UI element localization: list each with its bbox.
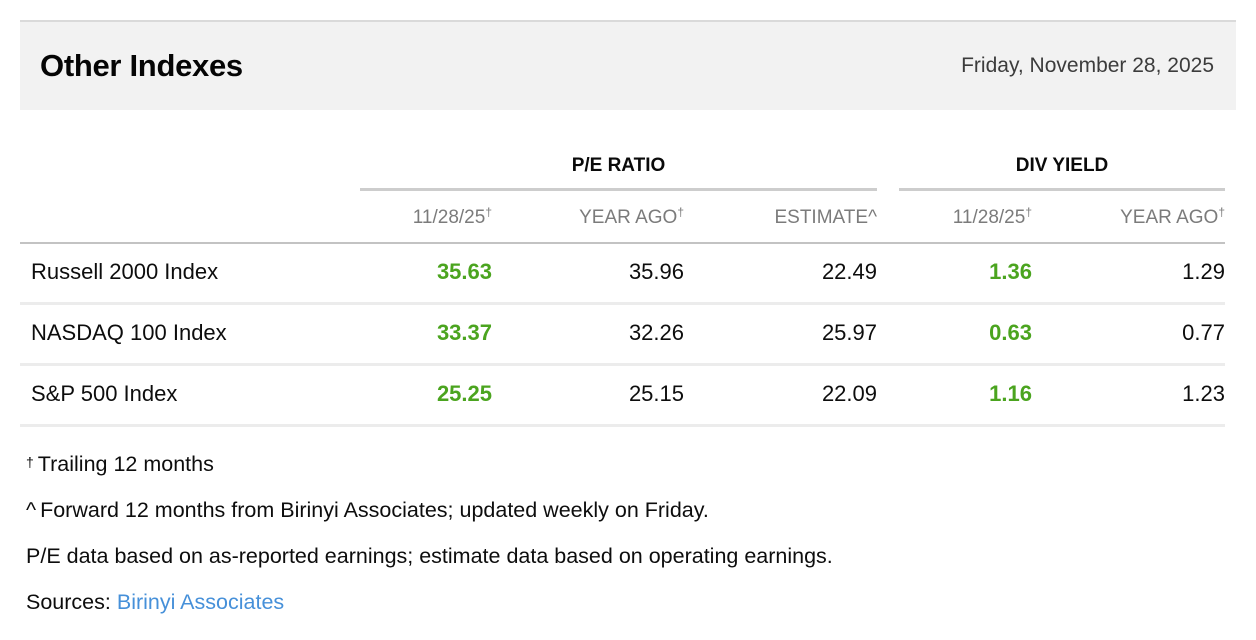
module-header: Other Indexes Friday, November 28, 2025	[20, 20, 1236, 110]
dagger-sup: †	[1025, 205, 1032, 219]
group-header-div-label: DIV YIELD	[1015, 155, 1109, 176]
sources-label: Sources:	[26, 590, 111, 614]
pe-year-ago-value: 32.26	[628, 320, 684, 345]
col-header-div-latest: 11/28/25†	[952, 205, 1032, 228]
pe-estimate-value: 25.97	[821, 320, 877, 345]
header-date: Friday, November 28, 2025	[961, 54, 1214, 77]
page-title: Other Indexes	[40, 48, 243, 83]
header-rule	[20, 242, 1225, 244]
pe-latest-value: 33.37	[436, 320, 492, 345]
pe-estimate-value: 22.49	[821, 259, 877, 284]
footnote-sources: Sources: Birinyi Associates	[26, 589, 1256, 615]
col-header-pe-year-ago: YEAR AGO†	[579, 205, 684, 228]
col-header-div-year-ago: YEAR AGO†	[1120, 205, 1225, 228]
dagger-sup: †	[677, 205, 684, 219]
indexes-table: P/E RATIO DIV YIELD 11/28/25† YEAR AGO† …	[20, 155, 1232, 427]
footnotes: † Trailing 12 months ^ Forward 12 months f…	[20, 451, 1256, 615]
pe-latest-value: 35.63	[436, 259, 492, 284]
col-header-spacer	[20, 194, 360, 223]
group-header-pe-label: P/E RATIO	[571, 155, 666, 176]
row-gap	[877, 247, 899, 279]
footnote-pe-basis: P/E data based on as-reported earnings; …	[26, 544, 833, 568]
pe-year-ago-value: 25.15	[628, 381, 684, 406]
index-name: Russell 2000 Index	[31, 259, 219, 284]
row-divider	[20, 363, 1225, 366]
div-latest-value: 0.63	[989, 320, 1032, 345]
index-name: NASDAQ 100 Index	[31, 320, 227, 345]
div-latest-value: 1.36	[989, 259, 1032, 284]
pe-latest-value: 25.25	[436, 381, 492, 406]
dagger-marker: †	[26, 454, 34, 470]
col-header-pe-estimate: ESTIMATE^	[774, 207, 877, 228]
group-header-div-yield: DIV YIELD	[899, 155, 1225, 191]
pe-year-ago-value: 35.96	[628, 259, 684, 284]
row-divider	[20, 302, 1225, 305]
col-header-pe-latest: 11/28/25†	[412, 205, 492, 228]
footnote-forward: ^ Forward 12 months from Birinyi Associat…	[26, 498, 709, 522]
group-header-pe-ratio: P/E RATIO	[360, 155, 877, 191]
index-name: S&P 500 Index	[31, 381, 178, 406]
row-gap	[877, 308, 899, 340]
dagger-sup: †	[485, 205, 492, 219]
div-latest-value: 1.16	[989, 381, 1032, 406]
footnote-trailing: † Trailing 12 months	[26, 452, 214, 476]
row-gap	[877, 369, 899, 401]
table-bottom-rule	[20, 424, 1225, 427]
dagger-sup: †	[1218, 205, 1225, 219]
pe-estimate-value: 22.09	[821, 381, 877, 406]
div-year-ago-value: 1.29	[1182, 259, 1225, 284]
col-header-gap	[877, 194, 899, 223]
sources-link[interactable]: Birinyi Associates	[116, 590, 285, 614]
caret-marker: ^	[26, 498, 37, 522]
div-year-ago-value: 0.77	[1182, 320, 1225, 345]
div-year-ago-value: 1.23	[1182, 381, 1225, 406]
